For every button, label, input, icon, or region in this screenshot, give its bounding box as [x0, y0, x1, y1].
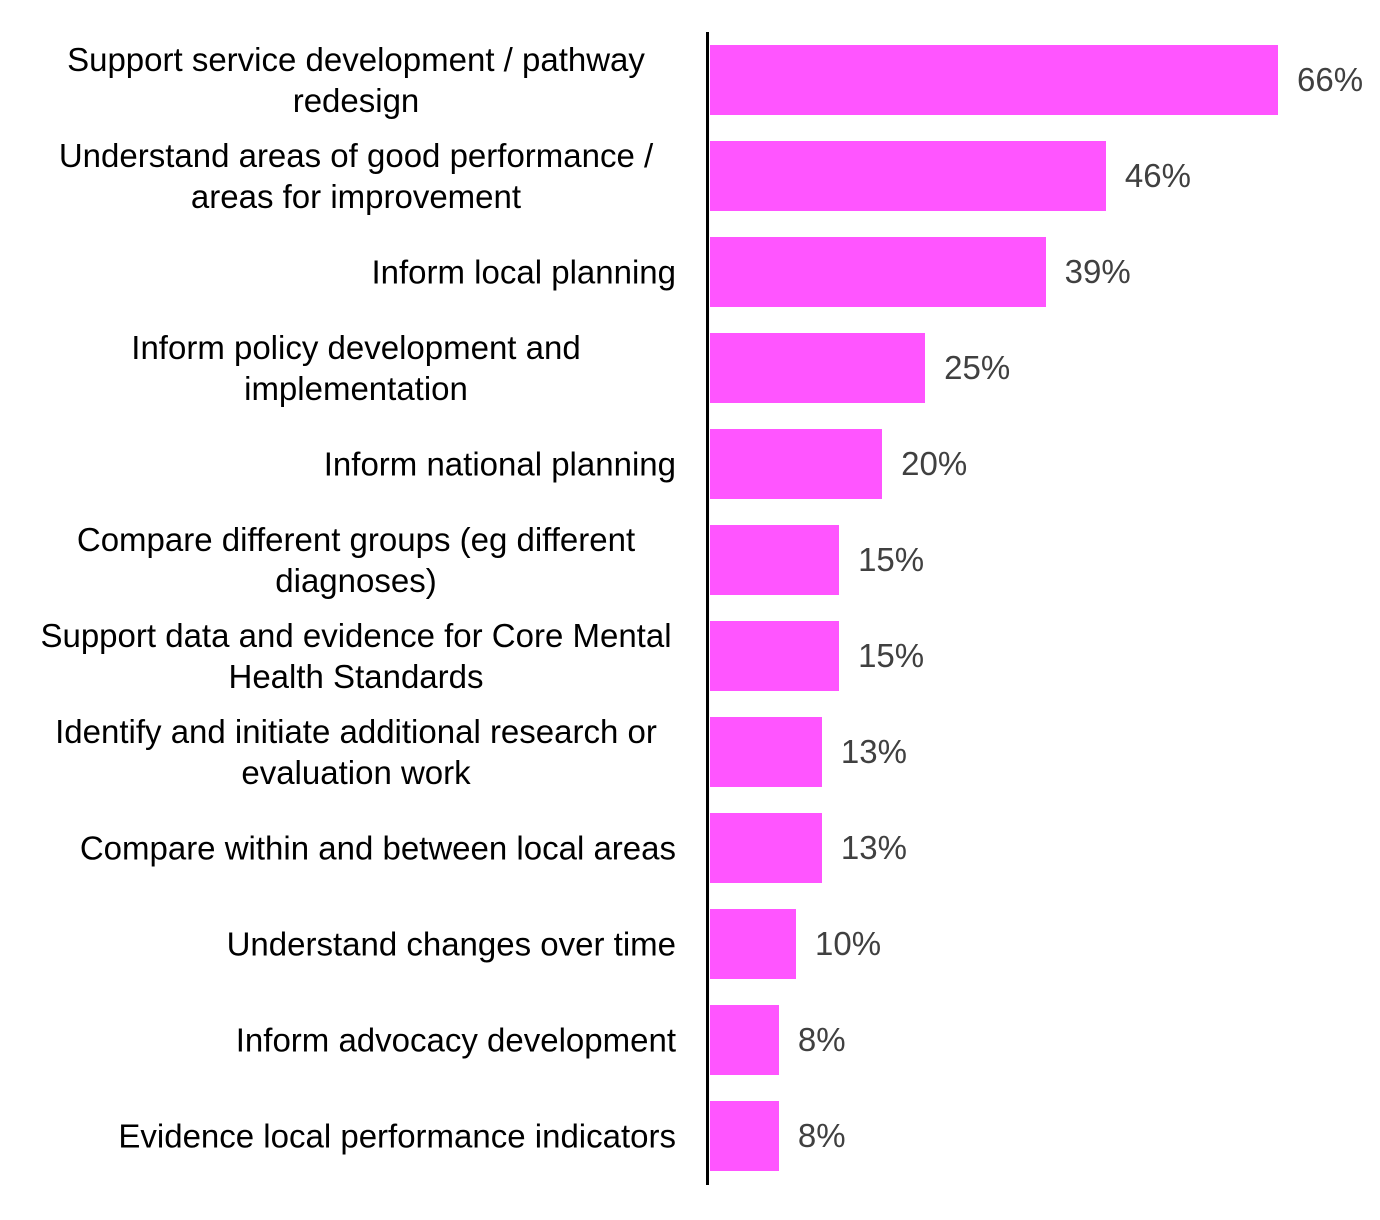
- value-label: 66%: [1297, 61, 1364, 98]
- axis-line: [706, 32, 709, 1185]
- category-label: Support data and evidence for Core Menta…: [40, 617, 672, 695]
- value-label: 8%: [797, 1117, 846, 1154]
- value-label: 15%: [858, 541, 925, 578]
- category-label: Evidence local performance indicators: [118, 1117, 676, 1155]
- category-label: Compare different groups (eg different d…: [76, 521, 636, 599]
- category-label: Inform advocacy development: [235, 1021, 676, 1059]
- bar: [710, 429, 883, 499]
- category-label-box: Understand changes over time: [26, 924, 676, 965]
- category-label-box: Identify and initiate additional researc…: [26, 711, 676, 793]
- value-label: 10%: [815, 925, 882, 962]
- bar: [710, 45, 1278, 115]
- value-label: 13%: [840, 829, 907, 866]
- bar: [710, 237, 1046, 307]
- value-label: 15%: [858, 637, 925, 674]
- category-label-box: Inform advocacy development: [26, 1020, 676, 1061]
- bar: [710, 909, 797, 979]
- category-label: Support service development / pathway re…: [67, 41, 645, 119]
- category-label-box: Evidence local performance indicators: [26, 1116, 676, 1157]
- category-label: Understand changes over time: [226, 925, 676, 963]
- category-label-box: Compare within and between local areas: [26, 828, 676, 869]
- value-label: 8%: [797, 1021, 846, 1058]
- category-label-box: Compare different groups (eg different d…: [26, 519, 676, 601]
- category-label-box: Inform policy development and implementa…: [26, 327, 676, 409]
- value-label: 25%: [944, 349, 1011, 386]
- category-label-box: Inform local planning: [26, 252, 676, 293]
- category-label: Inform policy development and implementa…: [131, 329, 581, 407]
- bar: [710, 813, 822, 883]
- bar: [710, 525, 840, 595]
- category-label: Inform national planning: [323, 445, 676, 483]
- category-label: Compare within and between local areas: [79, 829, 676, 867]
- bar: [710, 1005, 779, 1075]
- category-label: Inform local planning: [371, 253, 676, 291]
- category-label: Identify and initiate additional researc…: [55, 713, 657, 791]
- value-label: 20%: [901, 445, 968, 482]
- bar: [710, 333, 926, 403]
- category-label-box: Support data and evidence for Core Menta…: [26, 615, 676, 697]
- value-label: 13%: [840, 733, 907, 770]
- bar: [710, 141, 1106, 211]
- category-label-box: Support service development / pathway re…: [26, 39, 676, 121]
- value-label: 39%: [1064, 253, 1131, 290]
- category-label: Understand areas of good performance / a…: [58, 137, 654, 215]
- bar: [710, 717, 822, 787]
- bar: [710, 621, 840, 691]
- category-label-box: Understand areas of good performance / a…: [26, 135, 676, 217]
- category-label-box: Inform national planning: [26, 444, 676, 485]
- bar: [710, 1101, 779, 1171]
- value-label: 46%: [1124, 157, 1191, 194]
